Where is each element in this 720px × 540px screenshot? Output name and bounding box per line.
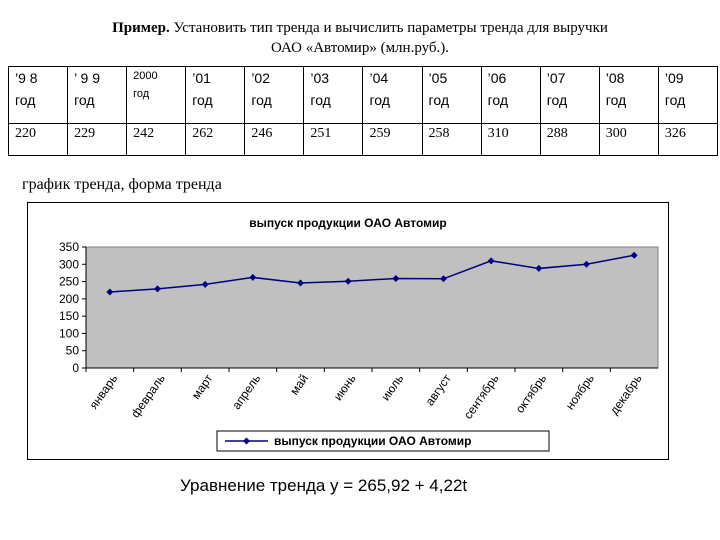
data-point [535, 264, 543, 272]
year-label: ’9 8 [15, 70, 38, 86]
year-unit: год [133, 88, 150, 100]
year-unit: год [15, 92, 36, 108]
data-point [392, 274, 400, 282]
x-tick-label: август [423, 371, 455, 408]
value-cell: 310 [480, 123, 541, 156]
data-point [201, 280, 209, 288]
x-tick-label: февраль [128, 372, 168, 421]
chart-caption: график тренда, форма тренда [22, 176, 222, 193]
data-point [344, 277, 352, 285]
value-cell: 242 [126, 123, 187, 156]
value-cell: 300 [598, 123, 659, 156]
value-cell: 246 [244, 123, 305, 156]
x-tick-label: март [189, 371, 216, 401]
year-header-cell: ’08 год [598, 66, 659, 124]
x-tick-label: январь [86, 372, 120, 412]
y-tick-label: 50 [66, 344, 80, 358]
trend-equation: Уравнение тренда y = 265,92 + 4,22t [180, 476, 468, 495]
year-unit: год [428, 92, 449, 108]
year-header-cell: 2000 год [126, 66, 187, 124]
year-header-cell: ’ 9 9 год [67, 66, 128, 124]
data-point [297, 279, 304, 287]
data-point [583, 260, 590, 268]
year-header-cell: ’01 год [185, 66, 246, 124]
year-unit: год [369, 92, 390, 108]
data-table: ’9 8 год ’ 9 9 год 2000 год ’01 год ’02 год ’03 год… [7, 66, 719, 156]
year-label: ’07 [546, 70, 566, 86]
value-cell: 258 [421, 123, 482, 156]
y-tick-label: 100 [59, 326, 79, 340]
year-unit: год [664, 92, 686, 108]
value-cell: 326 [657, 123, 719, 156]
chart-frame: выпуск продукции ОАО Автомир 0 50 100 150 200… [27, 202, 669, 460]
year-unit: год [310, 92, 331, 108]
year-label: ’02 [251, 70, 270, 86]
year-label: ’01 [192, 70, 211, 86]
values-row: 220 229 242 262 246 251 259 258 310 288 300 326 [7, 123, 719, 156]
x-tick-label: октябрь [513, 372, 550, 416]
y-tick-label: 200 [59, 292, 79, 306]
x-tick-label: ноябрь [563, 372, 597, 412]
years-row: ’9 8 год ’ 9 9 год 2000 год ’01 год ’02 год ’03 год… [7, 66, 719, 124]
x-tick-label: сентябрь [461, 372, 502, 422]
y-tick-label: 0 [72, 361, 79, 375]
year-label: ’05 [428, 70, 448, 86]
value-cell: 251 [303, 123, 364, 156]
year-header-cell: ’02 год [244, 66, 305, 124]
year-unit: год [74, 92, 95, 108]
trend-chart: выпуск продукции ОАО Автомир 0 50 100 150 200… [59, 216, 659, 452]
year-unit: год [546, 92, 568, 108]
title-label: Пример. [112, 20, 170, 36]
value-cell: 259 [362, 123, 423, 156]
data-point [249, 273, 257, 281]
x-tick-label: май [287, 372, 311, 398]
value-cell: 262 [185, 123, 246, 156]
year-label: ’03 [310, 70, 330, 86]
x-tick-label: декабрь [607, 372, 645, 417]
data-point [487, 257, 495, 265]
year-label: 2000 [133, 70, 158, 82]
y-tick-label: 250 [59, 275, 79, 289]
year-header-cell: ’03 год [303, 66, 364, 124]
plot-area [85, 246, 659, 369]
year-header-cell: ’04 год [362, 66, 423, 124]
chart-title: выпуск продукции ОАО Автомир [249, 216, 447, 230]
value-cell: 220 [7, 123, 69, 156]
year-label: ’09 [664, 70, 684, 86]
year-unit: год [487, 92, 509, 108]
x-tick-label: апрель [229, 372, 263, 412]
x-tick-label: июнь [331, 372, 359, 403]
value-cell: 288 [539, 123, 600, 156]
data-point [154, 285, 161, 293]
year-header-cell: ’09 год [657, 66, 719, 124]
year-header-cell: ’07 год [539, 66, 600, 124]
year-unit: год [605, 92, 627, 108]
y-tick-label: 350 [59, 240, 79, 254]
year-unit: год [251, 92, 272, 108]
page-title: Пример. Установить тип тренда и вычислит… [40, 18, 680, 58]
data-point [630, 251, 638, 259]
data-point [106, 288, 114, 296]
y-tick-label: 150 [59, 309, 79, 323]
title-line1: Установить тип тренда и вычислить параме… [169, 20, 608, 36]
year-label: ’04 [369, 70, 389, 86]
value-cell: 229 [67, 123, 128, 156]
series-line [109, 254, 635, 293]
year-header-cell: ’05 год [421, 66, 482, 124]
data-point [440, 275, 447, 283]
year-label: ’06 [487, 70, 507, 86]
year-label: ’08 [605, 70, 625, 86]
legend-marker [243, 437, 250, 445]
year-header-cell: ’06 год [480, 66, 541, 124]
legend-box [216, 430, 550, 452]
legend-label: выпуск продукции ОАО Автомир [274, 434, 472, 448]
y-tick-label: 300 [59, 257, 79, 271]
title-line2: ОАО «Автомир» (млн.руб.). [270, 40, 450, 56]
year-unit: год [192, 92, 213, 108]
year-header-cell: ’9 8 год [7, 66, 69, 124]
x-tick-label: июль [378, 372, 406, 404]
year-label: ’ 9 9 [74, 70, 101, 86]
